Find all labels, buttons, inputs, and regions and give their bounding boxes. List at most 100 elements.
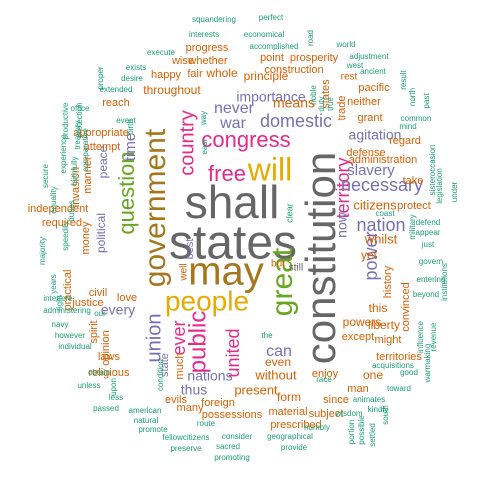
word-condition: condition	[156, 359, 165, 391]
word-history: history	[382, 265, 394, 298]
word-throughout: throughout	[143, 83, 201, 97]
word-means: means	[273, 95, 315, 111]
word-desire: desire	[121, 74, 143, 83]
word-pacific: pacific	[358, 82, 390, 94]
word-equality: equality	[49, 186, 58, 214]
word-except: except	[342, 331, 374, 343]
word-this: this	[369, 301, 388, 315]
word-territory: territory	[333, 157, 353, 218]
word-domestic: domestic	[260, 111, 332, 131]
word-public: public	[184, 311, 211, 374]
word-yet: yet	[361, 248, 378, 262]
word-preserve: preserve	[170, 444, 202, 453]
word-material: material	[268, 406, 307, 418]
word-natural: natural	[134, 416, 159, 425]
word-promoting: promoting	[214, 453, 250, 462]
word-good: good	[400, 368, 418, 377]
word-event: event	[116, 116, 136, 125]
word-independent: independent	[28, 203, 89, 215]
word-right: right	[55, 294, 64, 310]
word-rest: rest	[341, 72, 358, 83]
word-obtain: obtain	[88, 368, 110, 377]
word-however: however	[55, 331, 86, 340]
word-military: military	[408, 214, 417, 239]
word-required: required	[42, 217, 82, 229]
word-humbly: humbly	[304, 423, 330, 432]
word-less: less	[109, 393, 123, 402]
word-ever: ever	[169, 320, 189, 355]
word-united: united	[223, 328, 243, 377]
word-sacred: sacred	[216, 442, 240, 451]
word-never: never	[214, 100, 255, 117]
word-whether: whether	[187, 55, 227, 67]
word-appropriate: appropriate	[73, 127, 129, 139]
word-settled: settled	[368, 423, 377, 447]
word-fair: fair	[187, 68, 203, 80]
word-acquisitions: acquisitions	[372, 361, 414, 370]
word-country: country	[176, 110, 198, 176]
word-way: way	[199, 111, 208, 126]
word-road: road	[306, 30, 315, 46]
word-warmaking: warmaking	[423, 344, 432, 384]
word-proper: proper	[96, 66, 105, 89]
word-world: world	[335, 40, 355, 49]
word-even: even	[265, 355, 291, 369]
word-common: common	[401, 114, 432, 123]
word-best: best	[184, 239, 196, 260]
word-prosperity: prosperity	[290, 52, 339, 64]
word-man: man	[347, 383, 368, 395]
word-administering: administering	[43, 306, 91, 315]
word-beyond: beyond	[413, 290, 439, 299]
word-principle: principle	[244, 69, 289, 83]
word-treasury: treasury	[73, 121, 82, 150]
word-fellowcitizens: fellowcitizens	[162, 433, 209, 442]
word-route: route	[197, 419, 216, 428]
word-promote: promote	[138, 425, 168, 434]
word-states: states	[169, 217, 297, 270]
word-much: much	[174, 353, 186, 380]
word-spirit: spirit	[88, 320, 100, 343]
word-people: people	[165, 285, 249, 316]
word-religious: religious	[89, 367, 130, 379]
word-citizens: citizens	[353, 197, 397, 212]
word-exists: exists	[126, 63, 146, 72]
word-state: state	[159, 353, 171, 377]
word-without: without	[254, 367, 297, 382]
word-comparative: comparative	[81, 128, 90, 172]
word-present: present	[234, 382, 278, 397]
word-reach: reach	[102, 97, 130, 109]
word-possessions: possessions	[202, 409, 263, 421]
word-interfere: interfere	[43, 294, 73, 303]
word-defense: defense	[346, 147, 385, 159]
word-now: now	[334, 211, 350, 238]
word-opinion: opinion	[100, 330, 112, 365]
word-noble: noble	[309, 85, 318, 105]
word-power: power	[361, 231, 381, 280]
word-grant: grant	[357, 112, 382, 124]
word-peace: peace	[96, 145, 110, 178]
word-but: but	[271, 259, 285, 270]
word-unless: unless	[77, 381, 100, 390]
word-every: every	[101, 302, 135, 318]
word-wise: wise	[171, 55, 194, 67]
word-practical: practical	[62, 270, 74, 311]
word-love: love	[117, 292, 137, 304]
word-invasion: invasion	[70, 167, 82, 207]
word-prescribed: prescribed	[270, 419, 321, 431]
word-east: east	[200, 139, 209, 155]
word-govern: govern	[419, 257, 443, 266]
word-wisdom: wisdom	[334, 409, 362, 418]
word-subject: subject	[309, 408, 344, 420]
word-foreign: foreign	[201, 397, 235, 409]
word-under: under	[450, 181, 459, 202]
word-west: west	[346, 61, 364, 70]
word-protect: protect	[397, 200, 431, 212]
word-question: question	[114, 151, 139, 234]
word-may: may	[188, 250, 264, 294]
word-will: will	[247, 151, 292, 187]
word-result: result	[399, 69, 408, 89]
word-past: past	[422, 93, 431, 109]
word-duties: duties	[67, 200, 76, 221]
